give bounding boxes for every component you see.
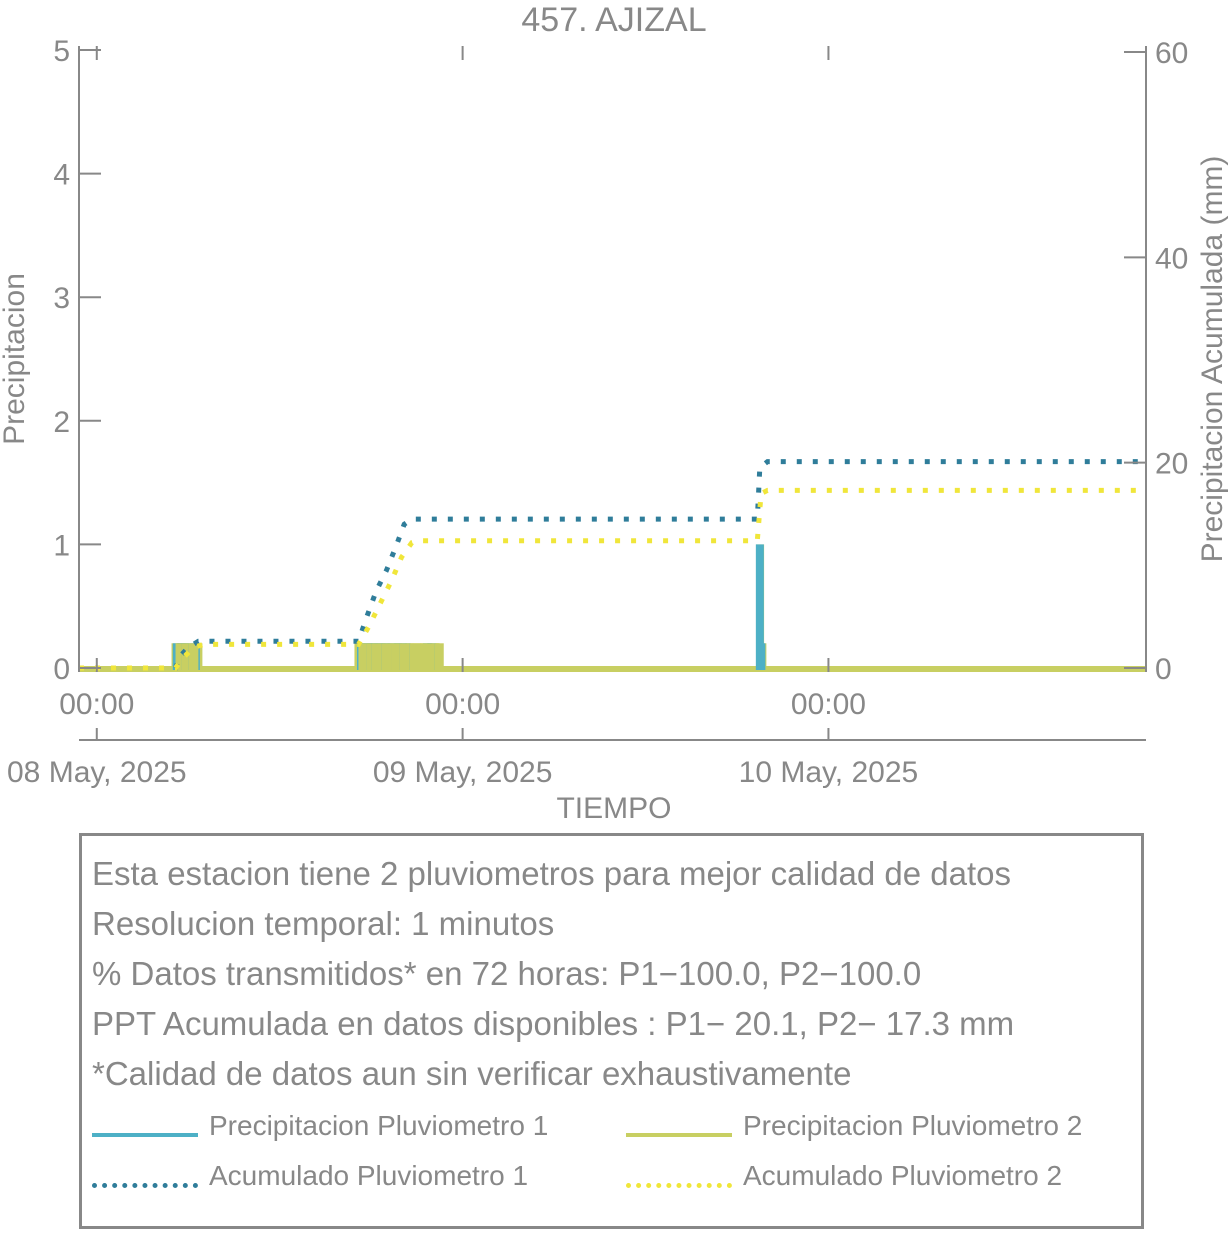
chart-title: 457. AJIZAL (521, 1, 706, 39)
left-tick-label: 5 (53, 35, 70, 68)
right-y-axis: 0 20 40 60 (1124, 37, 1188, 686)
info-line-quality-note: *Calidad de datos aun sin verificar exha… (92, 1055, 852, 1092)
legend-label-p1: Precipitacion Pluviometro 1 (209, 1110, 549, 1141)
left-tick-label: 1 (53, 529, 70, 562)
x-axis-label: TIEMPO (556, 792, 671, 825)
info-box: Esta estacion tiene 2 pluviometros para … (79, 833, 1144, 1229)
info-line-resolution: Resolucion temporal: 1 minutos (92, 905, 555, 942)
left-tick-label: 3 (53, 282, 70, 315)
left-y-axis: 0 1 2 3 4 5 (53, 35, 101, 686)
left-tick-label: 4 (53, 159, 70, 192)
x-date-label: 09 May, 2025 (373, 756, 553, 789)
precip-bar-fill (409, 643, 417, 670)
precip-bar-fill (175, 643, 182, 670)
precip-bar-fill (188, 643, 199, 670)
y-axis-right-label: Precipitacion Acumulada (mm) (1196, 156, 1229, 563)
x-tick-label: 00:00 (791, 688, 866, 721)
precip-bar (757, 643, 766, 670)
accumulated-line (79, 459, 1146, 671)
precip-bar-fill (434, 643, 440, 670)
accumulated-line (79, 487, 1146, 671)
precip-bar-fill (399, 643, 410, 670)
precip-bar-fill (416, 643, 425, 670)
precip-bar-fill (358, 643, 367, 670)
x-tick-label: 00:00 (425, 688, 500, 721)
legend-label-p2: Precipitacion Pluviometro 2 (743, 1110, 1083, 1141)
info-line-accumulated: PPT Acumulada en datos disponibles : P1−… (92, 1005, 1015, 1042)
right-tick-label: 0 (1155, 653, 1172, 686)
info-line-transmitted: % Datos transmitidos* en 72 horas: P1−10… (92, 955, 922, 992)
right-tick-label: 20 (1155, 448, 1188, 481)
precip-bar-fill (181, 643, 189, 670)
legend-label-acum1: Acumulado Pluviometro 1 (209, 1160, 529, 1191)
precip-bar-fill (424, 643, 435, 670)
legend-swatch-p2 (626, 1133, 732, 1137)
x-axis: 00:00 08 May, 2025 00:00 09 May, 2025 00:00 1… (7, 46, 918, 789)
precip-bar-fill (371, 643, 382, 670)
precip-bar-fill (391, 643, 400, 670)
y-axis-label: Precipitacion (0, 273, 31, 445)
info-line-stations: Esta estacion tiene 2 pluviometros para … (92, 855, 1012, 892)
x-tick-label: 00:00 (59, 688, 134, 721)
left-tick-label: 2 (53, 406, 70, 439)
precip-bar-fill (381, 643, 392, 670)
right-tick-label: 40 (1155, 242, 1188, 275)
legend-label-acum2: Acumulado Pluviometro 2 (743, 1160, 1063, 1191)
x-date-label: 08 May, 2025 (7, 756, 187, 789)
left-tick-label: 0 (53, 653, 70, 686)
legend-swatch-p1 (92, 1133, 198, 1137)
plot-area (79, 459, 1146, 672)
precip-bar-fill (366, 643, 372, 670)
right-tick-label: 60 (1155, 37, 1188, 70)
precipitation-chart: 457. AJIZAL 0 1 2 3 4 5 0 20 40 60 00:00 08 May, … (0, 1, 1229, 825)
precip-bar (755, 544, 764, 670)
x-date-label: 10 May, 2025 (739, 756, 919, 789)
legend-swatch-acum1 (92, 1183, 198, 1188)
legend-swatch-acum2 (626, 1183, 732, 1188)
